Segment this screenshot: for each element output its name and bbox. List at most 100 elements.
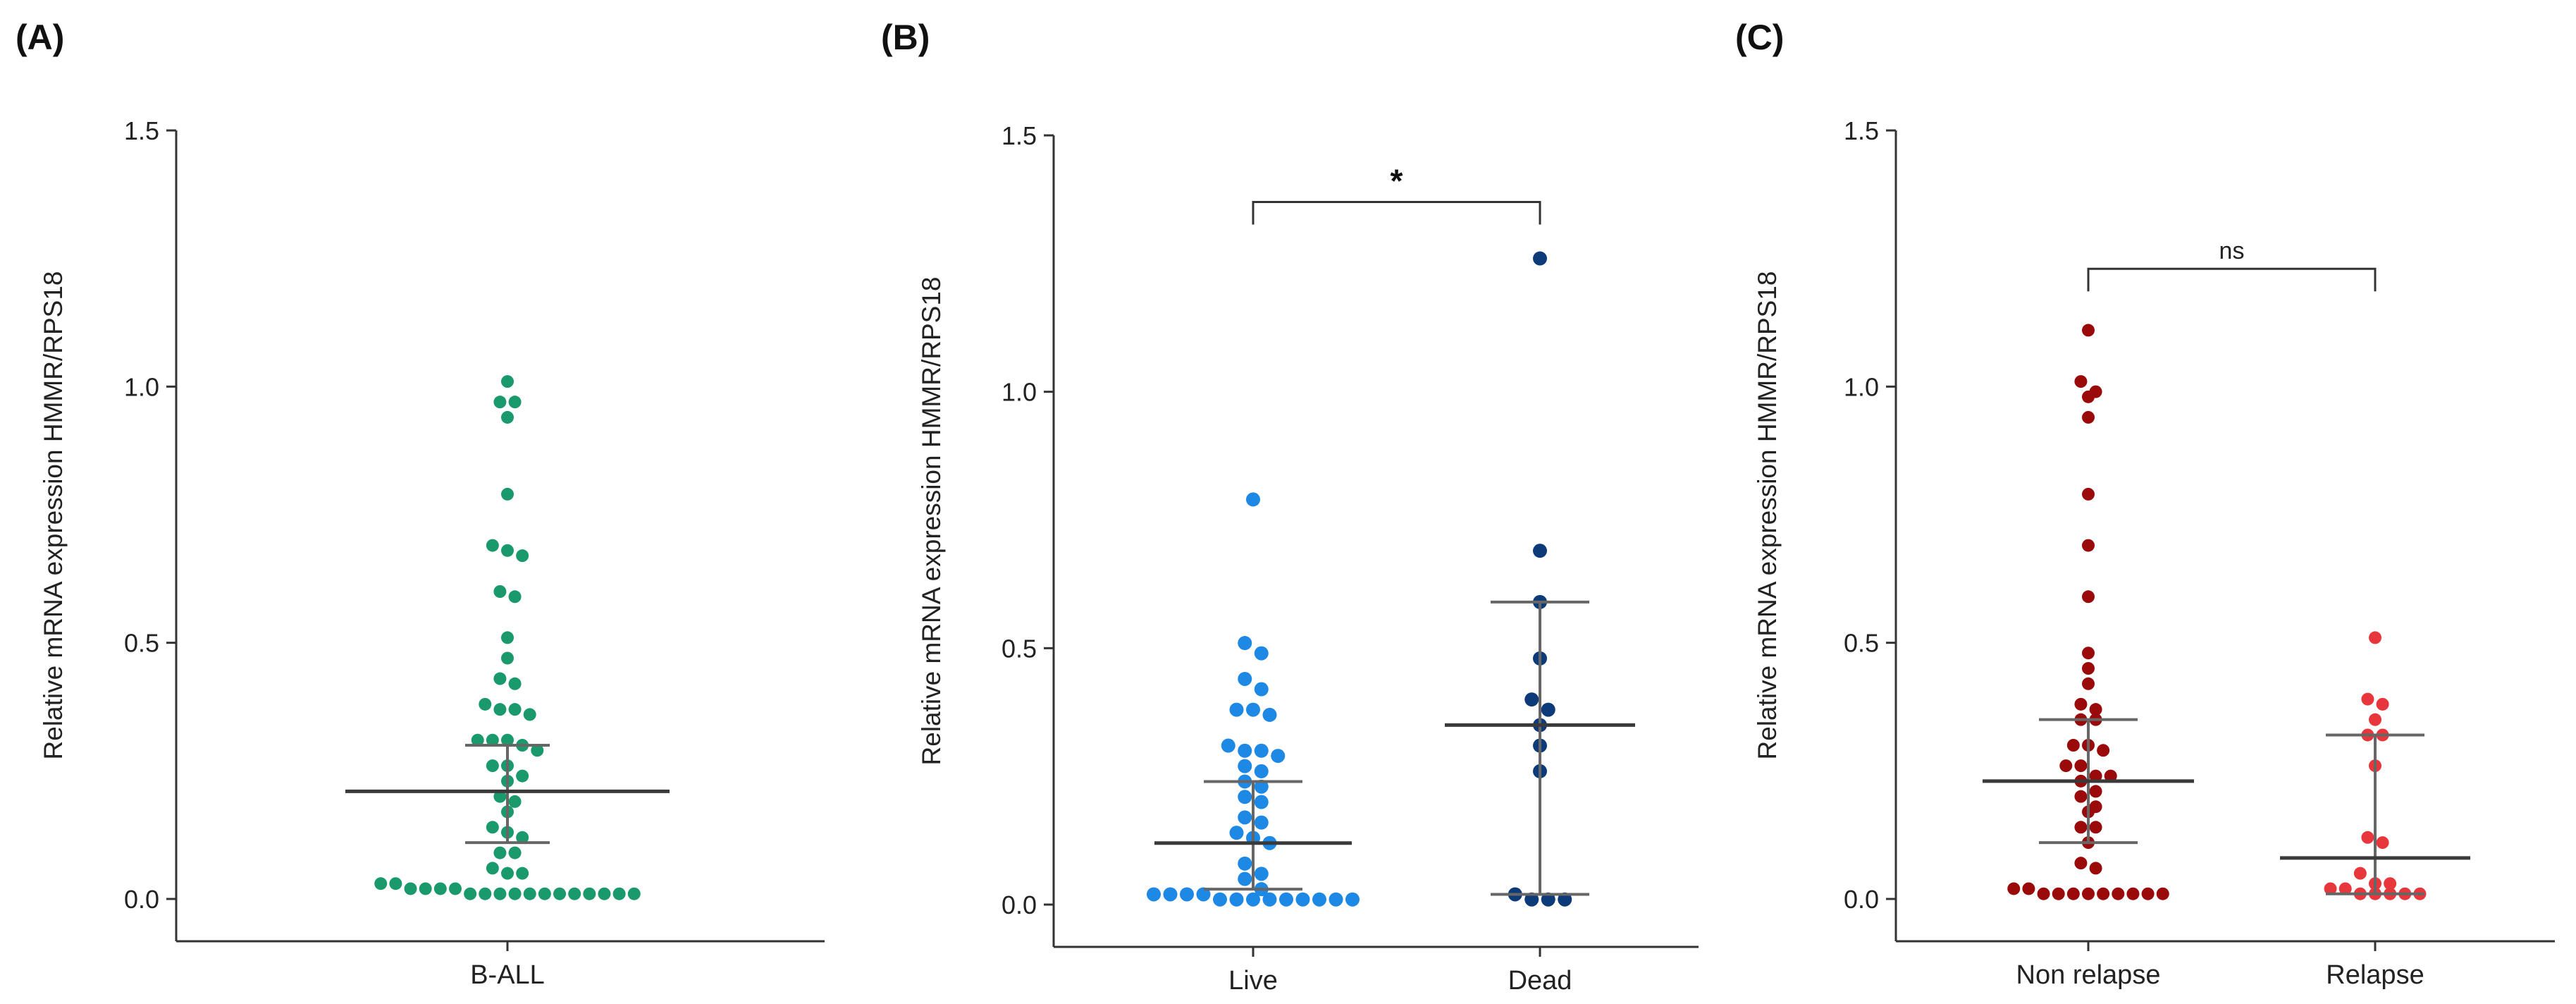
data-point bbox=[501, 867, 514, 880]
data-point bbox=[2376, 836, 2389, 850]
data-point bbox=[568, 887, 581, 900]
data-point bbox=[2082, 662, 2095, 675]
data-point bbox=[1229, 826, 1244, 840]
data-point bbox=[448, 882, 462, 895]
data-point bbox=[1180, 887, 1194, 902]
data-point bbox=[1254, 682, 1269, 697]
significance-bracket bbox=[2087, 267, 2377, 292]
data-point bbox=[508, 846, 522, 859]
data-point bbox=[508, 703, 522, 716]
panel-a-label: (A) bbox=[16, 18, 64, 57]
data-point bbox=[501, 733, 514, 747]
data-point bbox=[2022, 882, 2035, 895]
y-tick-label: 0.5 bbox=[1844, 629, 1879, 658]
data-point bbox=[1238, 856, 1252, 871]
data-point bbox=[1541, 892, 1555, 907]
data-point bbox=[486, 821, 499, 834]
panel-b: (B) Relative mRNA expression HMMR/RPS18 … bbox=[881, 18, 1699, 996]
data-point bbox=[2097, 744, 2110, 757]
data-point bbox=[1196, 887, 1211, 902]
y-tick-label: 1.0 bbox=[1002, 378, 1037, 407]
data-point bbox=[508, 396, 522, 409]
data-point bbox=[374, 877, 388, 890]
data-point bbox=[2059, 759, 2073, 773]
data-point bbox=[1254, 815, 1269, 830]
data-point bbox=[1254, 764, 1269, 778]
data-point bbox=[2066, 739, 2080, 752]
y-tick-label: 1.5 bbox=[1844, 116, 1879, 145]
data-point bbox=[2089, 769, 2102, 783]
data-point bbox=[486, 759, 499, 773]
panel-b-label: (B) bbox=[881, 18, 930, 57]
data-point bbox=[2126, 887, 2140, 900]
data-point bbox=[523, 887, 536, 900]
significance-label: * bbox=[1391, 163, 1403, 200]
data-point bbox=[538, 887, 551, 900]
panel-c-axes: 0.0 0.5 1.0 1.5 Non relapse Relapse bbox=[1844, 116, 2555, 990]
data-point bbox=[2074, 790, 2088, 803]
data-point bbox=[1229, 702, 1244, 717]
data-point bbox=[419, 882, 432, 895]
y-tick-label: 0.0 bbox=[1002, 890, 1037, 919]
panel-b-axes: 0.0 0.5 1.0 1.5 Live Dead bbox=[1002, 121, 1699, 996]
data-point bbox=[2089, 821, 2102, 834]
data-point bbox=[2082, 487, 2095, 501]
data-point bbox=[508, 590, 522, 604]
data-point bbox=[1254, 795, 1269, 809]
data-point bbox=[2066, 887, 2080, 900]
data-point bbox=[1238, 671, 1252, 686]
data-point bbox=[583, 887, 596, 900]
data-point bbox=[479, 697, 492, 711]
data-point bbox=[2082, 590, 2095, 604]
data-point bbox=[2156, 887, 2169, 900]
data-point bbox=[2074, 857, 2088, 870]
x-tick-label: Relapse bbox=[2326, 960, 2424, 990]
y-tick-label: 0.0 bbox=[124, 885, 159, 914]
data-point bbox=[1246, 892, 1260, 907]
data-point bbox=[516, 769, 529, 783]
data-point bbox=[2324, 882, 2337, 895]
panel-a-y-axis-label: Relative mRNA expression HMMR/RPS18 bbox=[39, 271, 68, 760]
data-point bbox=[1558, 892, 1572, 907]
data-point bbox=[501, 410, 514, 424]
data-point bbox=[2384, 877, 2397, 890]
data-point bbox=[1312, 892, 1326, 907]
data-point bbox=[2052, 887, 2065, 900]
panel-c-label: (C) bbox=[1735, 18, 1784, 57]
data-point bbox=[2353, 867, 2367, 880]
data-point bbox=[493, 585, 507, 598]
data-point bbox=[2112, 887, 2125, 900]
y-tick-label: 0.0 bbox=[1844, 885, 1879, 914]
data-point bbox=[2369, 631, 2381, 644]
data-point bbox=[2097, 887, 2110, 900]
y-tick-label: 1.5 bbox=[1002, 121, 1037, 150]
data-point bbox=[501, 631, 514, 644]
data-point bbox=[493, 703, 507, 716]
data-point bbox=[2089, 785, 2102, 798]
data-point bbox=[501, 651, 514, 665]
panel-c: (C) Relative mRNA expression HMMR/RPS18 … bbox=[1735, 18, 2555, 990]
data-point bbox=[1246, 702, 1260, 717]
data-point bbox=[1541, 702, 1555, 717]
data-point bbox=[1163, 887, 1178, 902]
data-point bbox=[2082, 324, 2095, 337]
data-point bbox=[612, 887, 626, 900]
data-point bbox=[486, 862, 499, 875]
y-tick-label: 1.0 bbox=[1844, 372, 1879, 401]
data-point bbox=[1213, 892, 1227, 907]
data-point bbox=[2037, 887, 2050, 900]
data-point bbox=[2338, 882, 2352, 895]
data-point bbox=[523, 708, 536, 721]
data-point bbox=[1254, 646, 1269, 661]
panel-c-y-axis-label: Relative mRNA expression HMMR/RPS18 bbox=[1753, 271, 1782, 760]
y-tick-label: 1.0 bbox=[124, 372, 159, 401]
data-point bbox=[1254, 779, 1269, 794]
data-point bbox=[2361, 692, 2374, 706]
data-point bbox=[1238, 743, 1252, 758]
x-tick-label: B-ALL bbox=[470, 960, 545, 990]
data-point bbox=[598, 887, 611, 900]
x-tick-label: Live bbox=[1228, 966, 1278, 996]
data-point bbox=[501, 544, 514, 557]
data-point bbox=[471, 733, 484, 747]
